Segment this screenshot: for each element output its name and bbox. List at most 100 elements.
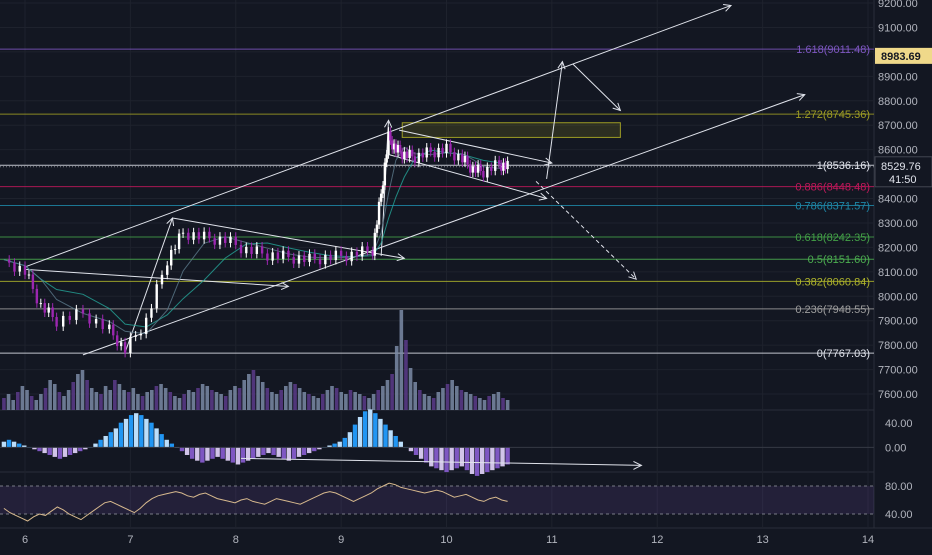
candle-body — [187, 232, 190, 240]
candle-body — [281, 250, 285, 259]
macd-bar — [215, 447, 220, 457]
flag1-lower-arrow[interactable] — [24, 268, 289, 287]
macd-bar — [474, 447, 480, 476]
candle-body — [271, 252, 274, 261]
candle-body — [425, 147, 428, 158]
macd-bar — [108, 432, 113, 448]
candle-body — [139, 333, 143, 336]
volume-bar — [94, 392, 99, 410]
volume-bar — [76, 374, 80, 410]
macd-bar — [281, 447, 286, 459]
macd-bar — [464, 447, 470, 471]
macd-bar — [291, 447, 297, 459]
volume-bar — [385, 380, 390, 410]
candle-body — [502, 162, 505, 171]
resistance-zone[interactable] — [401, 122, 621, 138]
macd-bar — [134, 413, 139, 448]
projection-up-arrow[interactable] — [546, 61, 563, 180]
impulse1-arrow-head — [166, 217, 175, 227]
volume-bar — [441, 388, 445, 410]
volume-bar — [11, 400, 15, 410]
candle-body — [61, 315, 65, 327]
volume-bar — [126, 392, 131, 410]
volume-bar — [62, 396, 66, 410]
fibonacci-retracement[interactable]: 1.618(9011.48) 1.272(8745.36) 1(8536.16) 0.… — [0, 44, 874, 360]
candle-body — [134, 335, 137, 337]
candle-body — [129, 336, 132, 353]
volume-bar — [325, 390, 330, 410]
candle-body — [441, 147, 444, 154]
candle-body — [75, 309, 78, 320]
volume-bar — [251, 370, 256, 410]
macd-bar — [357, 416, 363, 448]
price-series — [3, 127, 509, 358]
macd-bar — [373, 413, 378, 448]
candle-body — [218, 236, 222, 245]
volume-bar — [284, 386, 288, 410]
candle-body — [394, 143, 398, 153]
candle-body — [401, 152, 404, 160]
candle-body — [377, 201, 381, 225]
macd-tick-label: 40.00 — [885, 418, 913, 430]
price-tick-label: 8900.00 — [878, 71, 918, 83]
candle-body — [445, 143, 448, 154]
volume-bar — [302, 392, 307, 410]
macd-bar — [22, 445, 27, 448]
channel-upper-arrow[interactable] — [24, 4, 732, 268]
candle-body — [506, 160, 509, 170]
volume-bar — [163, 388, 168, 410]
macd-bar — [210, 447, 215, 459]
macd-bar — [454, 447, 459, 469]
impulse1-arrow[interactable] — [124, 217, 173, 353]
macd-bar — [388, 430, 393, 448]
volume-bar — [25, 390, 29, 410]
projection-down-arrow-head — [628, 271, 637, 280]
price-tick-label: 9200.00 — [878, 0, 918, 10]
channel-lower-arrow[interactable] — [82, 94, 805, 356]
volume-bar — [52, 384, 57, 410]
candle-body — [47, 307, 50, 313]
volume-bar — [131, 388, 136, 410]
volume-bar — [237, 388, 242, 410]
volume-bar — [482, 400, 487, 410]
candle-body — [116, 335, 119, 347]
candle-body — [224, 236, 227, 243]
volume-bar — [408, 368, 413, 410]
candle-body — [181, 232, 185, 234]
volume-bar — [20, 386, 25, 410]
volume-bar — [39, 394, 43, 410]
flag2-upper-arrow[interactable] — [398, 129, 552, 164]
projection-pullback-arrow[interactable] — [572, 63, 621, 111]
volume-bar — [431, 398, 436, 410]
target-price-badge — [875, 47, 932, 64]
candle-body — [173, 249, 177, 251]
projection-down-arrow[interactable] — [535, 181, 637, 280]
trend-drawings[interactable] — [24, 4, 806, 356]
divergence-line[interactable] — [241, 457, 642, 466]
volume-bar — [353, 392, 357, 410]
volume-bar — [108, 390, 113, 410]
candle-body — [471, 166, 475, 173]
volume-bar — [168, 392, 173, 410]
candle-body — [375, 224, 379, 233]
flag1-upper-arrow[interactable] — [172, 217, 405, 259]
candle-body — [361, 246, 364, 257]
macd-tick-label: 0.00 — [885, 442, 906, 454]
volume-bar — [270, 392, 274, 410]
volume-bar — [57, 392, 62, 410]
candle-body — [13, 262, 16, 272]
volume-bar — [311, 396, 316, 410]
macd-bar — [98, 439, 103, 448]
candle-body — [476, 164, 480, 173]
flag2-lower-arrow-head — [538, 192, 548, 201]
divergence-arrowhead — [633, 460, 643, 470]
macd-bar — [184, 447, 190, 455]
flag2-upper-arrow-head — [543, 157, 553, 166]
volume-bar — [436, 392, 441, 410]
macd-bar — [113, 428, 119, 448]
fib-level-label: 0.786(8371.57) — [795, 200, 870, 212]
volume-bar — [454, 386, 459, 410]
candle-body — [324, 254, 327, 265]
volume-bar — [200, 384, 205, 410]
